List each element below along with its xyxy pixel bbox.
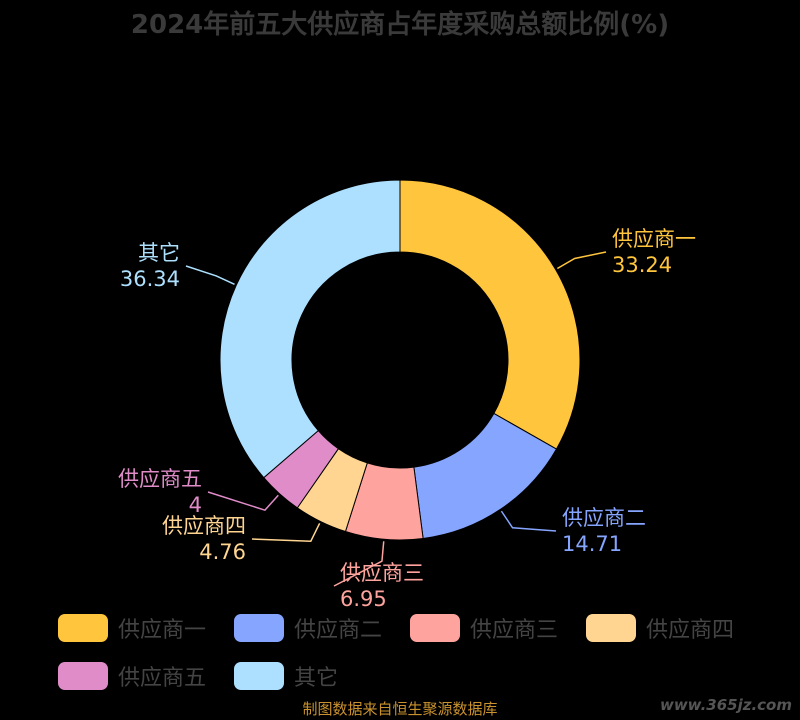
legend-label-3: 供应商三 — [470, 618, 559, 643]
watermark: www.365jz.com — [659, 696, 792, 714]
chart-legend: 供应商一 供应商二 供应商三 供应商四供应商五 其它 — [58, 610, 778, 706]
slice-value-5: 4 — [189, 493, 202, 517]
slice-label-3: 供应商三 — [340, 561, 424, 585]
leader-line-6 — [185, 265, 235, 285]
slice-label-2: 供应商二 — [562, 506, 646, 530]
legend-swatch-3 — [410, 614, 460, 642]
leader-line-5 — [207, 491, 279, 512]
slice-label-6: 其它 — [138, 241, 180, 265]
leader-line-3 — [333, 541, 385, 587]
legend-label-6: 其它 — [294, 666, 339, 691]
slice-1 — [399, 179, 581, 450]
legend-label-4: 供应商四 — [646, 618, 735, 643]
slice-6 — [219, 179, 401, 479]
slice-label-1: 供应商一 — [612, 227, 696, 251]
slice-value-3: 6.95 — [340, 587, 387, 610]
legend-swatch-6 — [234, 662, 284, 690]
legend-item-1[interactable]: 供应商一 — [58, 610, 234, 646]
legend-label-5: 供应商五 — [118, 666, 207, 691]
legend-item-6[interactable]: 其它 — [234, 658, 410, 694]
leader-line-4 — [251, 522, 321, 543]
legend-label-2: 供应商二 — [294, 618, 383, 643]
legend-item-3[interactable]: 供应商三 — [410, 610, 586, 646]
legend-item-2[interactable]: 供应商二 — [234, 610, 410, 646]
legend-item-5[interactable]: 供应商五 — [58, 658, 234, 694]
slice-value-1: 33.24 — [612, 253, 672, 277]
legend-swatch-2 — [234, 614, 284, 642]
legend-swatch-5 — [58, 662, 108, 690]
leader-line-1 — [556, 251, 607, 270]
legend-swatch-1 — [58, 614, 108, 642]
slice-label-5: 供应商五 — [118, 467, 202, 491]
legend-swatch-4 — [586, 614, 636, 642]
legend-item-4[interactable]: 供应商四 — [586, 610, 762, 646]
slice-label-4: 供应商四 — [162, 514, 246, 538]
leader-line-2 — [500, 510, 557, 532]
slice-value-2: 14.71 — [562, 532, 622, 556]
chart-title: 2024年前五大供应商占年度采购总额比例(%) — [130, 10, 670, 40]
slice-value-6: 36.34 — [120, 267, 180, 291]
slice-value-4: 4.76 — [199, 540, 246, 564]
source-note: 制图数据来自恒生聚源数据库 — [302, 700, 498, 718]
legend-label-1: 供应商一 — [118, 618, 207, 643]
